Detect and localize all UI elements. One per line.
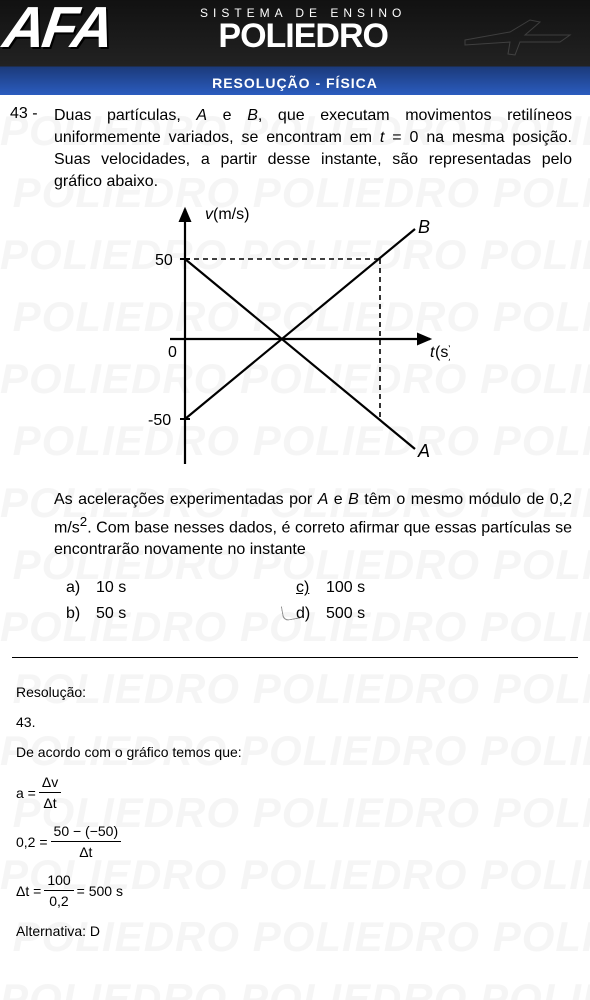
chart-origin: 0 [168,344,177,361]
question-number: 43 - [10,105,54,193]
qt-and1: e [207,107,247,124]
option-b-value: 50 s [96,601,126,627]
eq1-left: a = [16,783,36,803]
eq3-right: = 500 s [77,881,123,901]
option-d: d) 500 s [296,601,526,627]
option-d-value: 500 s [326,601,365,627]
equation-3: Δt = 100 0,2 = 500 s [16,870,574,911]
svg-text:(s): (s) [435,344,450,361]
svg-text:(m/s): (m/s) [213,206,249,223]
qt-1: Duas partículas, [54,107,196,124]
question-text: Duas partículas, A e B, que executam mov… [54,105,572,193]
ac-1: As acelerações experimentadas por [54,491,318,508]
equation-2: 0,2 = 50 − (−50) Δt [16,821,574,862]
question-after-chart: As acelerações experimentadas por A e B … [54,489,572,561]
afa-logo: AFA [0,0,116,61]
poliedro-logo: SISTEMA DE ENSINO POLIEDRO [200,6,406,52]
option-c-value: 100 s [326,575,365,601]
velocity-chart: v (m/s) t (s) 50 -50 0 B A [130,199,450,479]
eq2-left: 0,2 = [16,832,48,852]
eq1-bot: Δt [39,793,61,813]
ac-A: A [318,491,329,508]
option-a-value: 10 s [96,575,126,601]
eq3-bot: 0,2 [44,891,73,911]
qt-A: A [196,107,207,124]
option-c-letter: c) [296,575,326,601]
banner-text: RESOLUÇÃO - FÍSICA [0,75,590,91]
option-b: b) 50 s [66,601,296,627]
chart-tick-50: 50 [155,252,173,269]
ac-B: B [348,491,359,508]
ac-4: . Com base nesses dados, é correto afirm… [54,519,572,558]
option-a-letter: a) [66,575,96,601]
eq2-bot: Δt [51,842,122,862]
ac-2: e [328,491,348,508]
chart-tick-neg50: -50 [148,412,171,429]
qt-B: B [247,107,258,124]
option-b-letter: b) [66,601,96,627]
option-c: c) 100 s [296,575,526,601]
options: a) 10 s b) 50 s c) 100 s d) 500 s [66,575,572,627]
eq1-top: Δv [39,772,61,793]
header: AFA SISTEMA DE ENSINO POLIEDRO RESOLUÇÃO… [0,0,590,95]
chart-label-A: A [417,441,430,461]
question-block: 43 - Duas partículas, A e B, que executa… [0,95,590,637]
solution-alternative: Alternativa: D [16,921,574,941]
solution-number: 43. [16,712,574,732]
solution-heading: Resolução: [16,682,574,702]
solution-intro: De acordo com o gráfico temos que: [16,742,574,762]
option-a: a) 10 s [66,575,296,601]
solution-block: Resolução: 43. De acordo com o gráfico t… [0,668,590,955]
poliedro-text: POLIEDRO [200,20,406,52]
eq2-top: 50 − (−50) [51,821,122,842]
eq3-left: Δt = [16,881,41,901]
eq3-top: 100 [44,870,73,891]
chart-label-B: B [418,217,430,237]
option-d-letter: d) [296,601,326,627]
equation-1: a = Δv Δt [16,772,574,813]
jet-icon [460,10,580,60]
